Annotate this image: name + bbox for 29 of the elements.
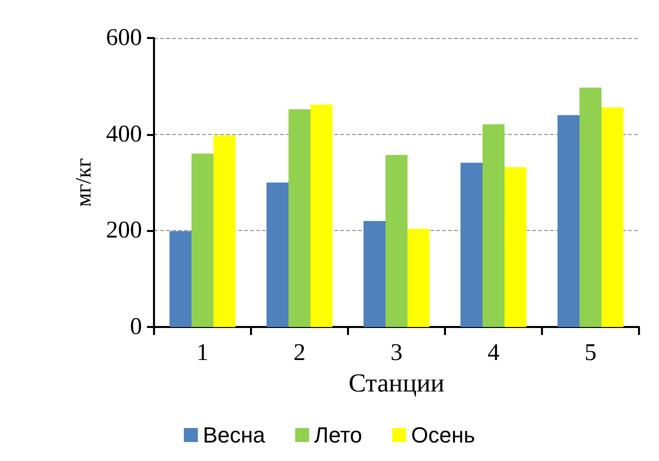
bar — [386, 155, 408, 327]
bar — [558, 115, 580, 327]
x-tick-label: 2 — [294, 340, 306, 366]
x-tick-label: 5 — [584, 340, 596, 366]
bar — [192, 154, 214, 327]
y-tick-label: 600 — [106, 25, 142, 51]
bar — [482, 124, 504, 327]
y-tick-label: 400 — [106, 121, 142, 148]
x-tick-label: 3 — [390, 340, 402, 366]
bar — [170, 231, 192, 327]
legend-label: Лето — [314, 422, 362, 448]
y-axis-title: мг/кг — [70, 158, 96, 207]
bar — [288, 109, 310, 327]
bar — [364, 221, 386, 327]
y-tick-label: 0 — [130, 314, 142, 340]
y-tick-label: 200 — [106, 218, 142, 244]
legend-label: Весна — [202, 422, 266, 448]
bar — [504, 167, 526, 327]
bar — [601, 107, 624, 327]
x-tick-label: 1 — [196, 340, 208, 366]
bar — [213, 135, 236, 327]
bar — [580, 88, 602, 327]
x-tick-label: 4 — [488, 340, 500, 366]
legend-label: Осень — [411, 422, 476, 448]
bar — [407, 228, 430, 327]
bar — [310, 104, 332, 327]
bar — [460, 162, 483, 327]
bar — [266, 182, 289, 327]
x-axis-title: Станции — [348, 368, 445, 398]
